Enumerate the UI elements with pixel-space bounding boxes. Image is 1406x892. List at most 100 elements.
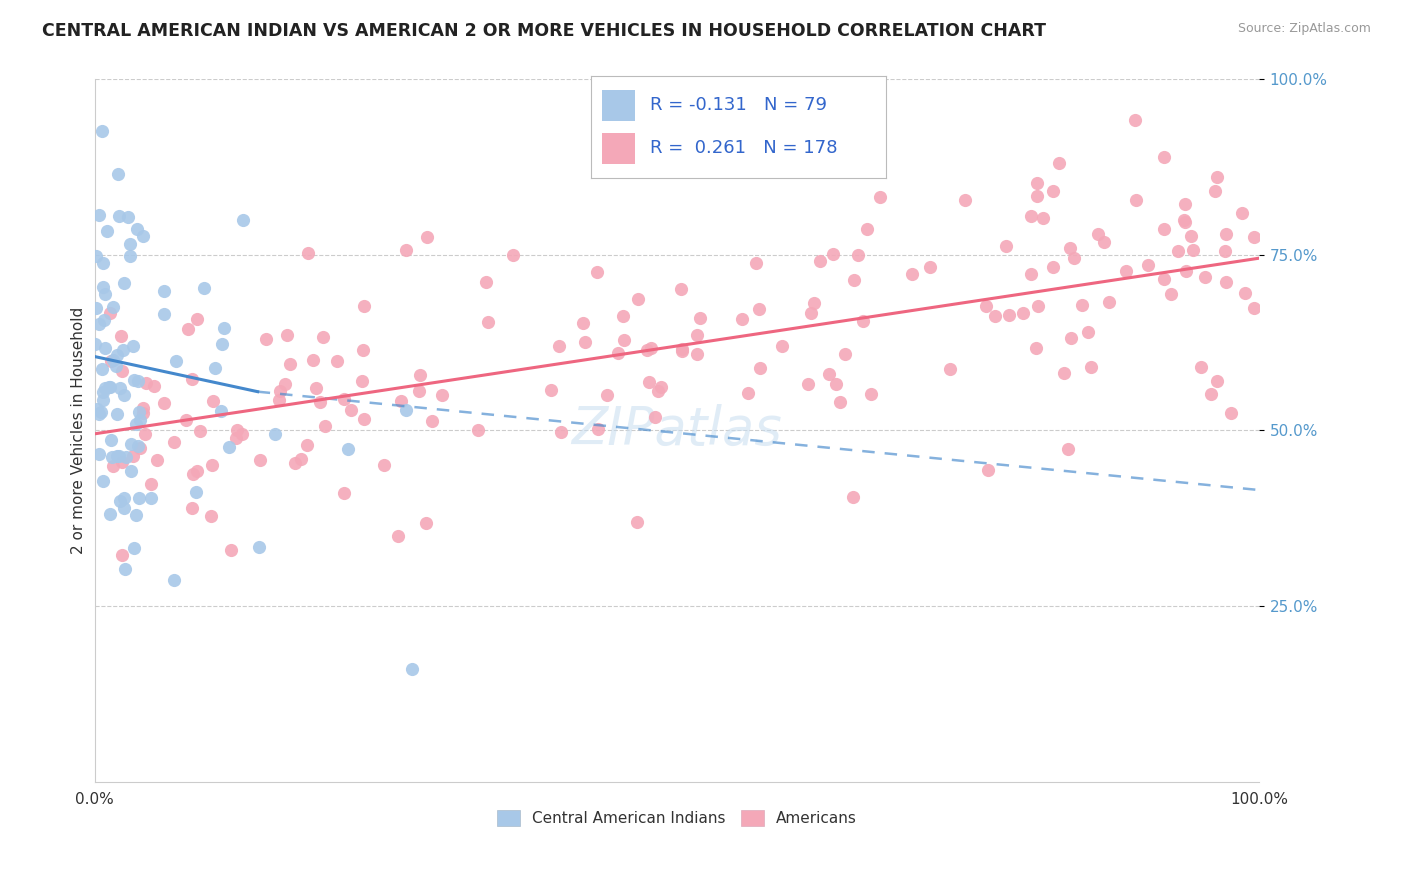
Point xyxy=(1060,330,1083,344)
Point xyxy=(108,209,131,223)
Point xyxy=(128,413,150,427)
Point xyxy=(96,224,118,238)
Point xyxy=(132,406,155,420)
Point xyxy=(1243,301,1265,316)
Bar xyxy=(602,90,636,121)
Point xyxy=(336,442,359,456)
Point xyxy=(1025,341,1047,355)
Point xyxy=(607,346,630,360)
Point xyxy=(105,408,128,422)
Point xyxy=(613,334,636,348)
Point xyxy=(640,341,662,355)
Point xyxy=(574,335,596,350)
Point xyxy=(124,541,146,555)
Point xyxy=(125,508,148,523)
Point xyxy=(540,384,562,398)
Point xyxy=(186,311,208,326)
Point xyxy=(108,381,131,395)
Point xyxy=(474,276,496,290)
Point xyxy=(200,458,222,472)
Text: R =  0.261   N = 178: R = 0.261 N = 178 xyxy=(650,139,837,157)
Point xyxy=(254,332,277,346)
Point xyxy=(103,458,125,473)
Point xyxy=(127,222,149,236)
Point xyxy=(420,414,443,428)
Y-axis label: 2 or more Vehicles in Household: 2 or more Vehicles in Household xyxy=(72,307,86,554)
Point xyxy=(1115,264,1137,278)
Point xyxy=(146,453,169,467)
Point xyxy=(770,339,793,353)
Point xyxy=(114,450,136,465)
Point xyxy=(1230,206,1253,220)
Point xyxy=(572,316,595,330)
Point xyxy=(120,464,142,478)
Point xyxy=(153,396,176,410)
Point xyxy=(200,509,222,524)
Point xyxy=(749,360,772,375)
Point xyxy=(1167,244,1189,259)
Point xyxy=(290,451,312,466)
Point xyxy=(325,353,347,368)
Point xyxy=(1180,228,1202,243)
Point xyxy=(295,438,318,452)
Point xyxy=(249,453,271,467)
Point xyxy=(1047,155,1070,169)
Point xyxy=(84,249,107,263)
Legend: Central American Indians, Americans: Central American Indians, Americans xyxy=(489,803,865,834)
Point xyxy=(174,413,197,427)
Point xyxy=(218,440,240,454)
Point xyxy=(477,315,499,329)
Point xyxy=(851,314,873,328)
Point xyxy=(120,437,142,451)
Point xyxy=(1153,272,1175,286)
Point xyxy=(103,300,125,314)
Point xyxy=(110,494,132,508)
Point xyxy=(1098,294,1121,309)
Point xyxy=(997,308,1019,322)
Point xyxy=(84,336,107,351)
Point xyxy=(267,392,290,407)
Point xyxy=(332,485,354,500)
Point xyxy=(112,500,135,515)
Point xyxy=(550,425,572,439)
Point xyxy=(314,419,336,434)
Point xyxy=(671,343,693,358)
Point xyxy=(953,193,976,207)
Point xyxy=(91,255,114,269)
Point xyxy=(1194,270,1216,285)
Point xyxy=(100,433,122,447)
Point xyxy=(920,260,942,274)
Point xyxy=(352,343,374,357)
Point xyxy=(803,296,825,310)
Point xyxy=(91,392,114,407)
Point xyxy=(1125,193,1147,207)
Point xyxy=(211,337,233,351)
Point xyxy=(212,320,235,334)
Point xyxy=(111,455,134,469)
Point xyxy=(247,540,270,554)
Point xyxy=(842,273,865,287)
Point xyxy=(1243,230,1265,244)
Point xyxy=(125,417,148,431)
Point xyxy=(842,490,865,504)
Point xyxy=(595,388,617,402)
Point xyxy=(91,385,114,400)
Point xyxy=(305,380,328,394)
Point xyxy=(181,372,204,386)
Point xyxy=(139,491,162,506)
Point xyxy=(297,246,319,260)
Point xyxy=(860,386,883,401)
Point xyxy=(98,379,121,393)
Point xyxy=(135,376,157,390)
Point xyxy=(153,285,176,299)
Point xyxy=(547,339,569,353)
Point xyxy=(502,248,524,262)
Point xyxy=(1215,244,1237,259)
Point xyxy=(855,222,877,236)
Point xyxy=(671,282,693,296)
Point xyxy=(395,243,418,257)
Point xyxy=(825,377,848,392)
Point xyxy=(193,281,215,295)
Point xyxy=(87,407,110,421)
Point xyxy=(983,310,1005,324)
